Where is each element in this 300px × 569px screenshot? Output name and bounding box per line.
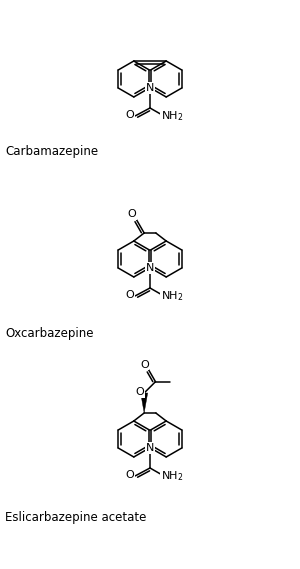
Text: N: N (146, 263, 154, 273)
Text: O: O (140, 360, 149, 369)
Polygon shape (141, 393, 148, 413)
Text: O: O (126, 290, 134, 300)
Text: NH$_2$: NH$_2$ (161, 469, 183, 483)
Text: N: N (146, 83, 154, 93)
Text: O: O (128, 209, 136, 219)
Text: NH$_2$: NH$_2$ (161, 289, 183, 303)
Text: N: N (146, 443, 154, 453)
Text: O: O (136, 387, 145, 397)
Text: O: O (126, 470, 134, 480)
Text: Oxcarbazepine: Oxcarbazepine (5, 328, 94, 340)
Text: NH$_2$: NH$_2$ (161, 109, 183, 123)
Text: Eslicarbazepine acetate: Eslicarbazepine acetate (5, 510, 146, 523)
Text: O: O (126, 110, 134, 120)
Text: Carbamazepine: Carbamazepine (5, 145, 98, 158)
